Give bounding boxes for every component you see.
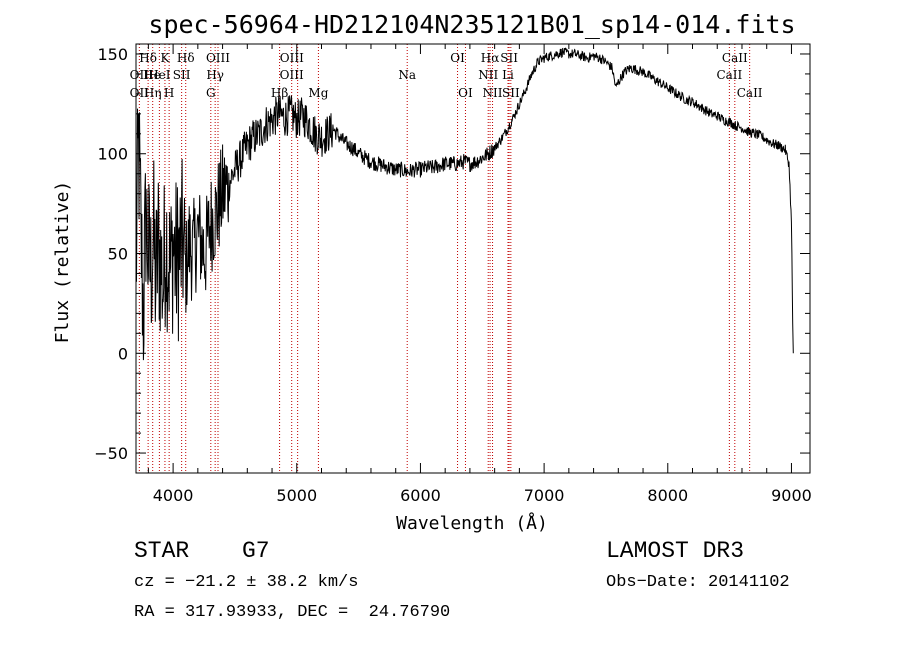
line-label: Hη: [144, 86, 162, 100]
line-label: OI: [458, 86, 473, 100]
y-axis-label: Flux (relative): [52, 181, 73, 344]
line-label: OI: [450, 51, 465, 65]
redshift-cz: cz = −21.2 ± 38.2 km/s: [134, 573, 359, 592]
coordinates: RA = 317.93933, DEC = 24.76790: [134, 603, 451, 622]
line-label: Hα: [481, 51, 500, 65]
line-label: OIII: [280, 51, 304, 65]
line-label: SII: [173, 68, 191, 82]
line-label: CaII: [716, 68, 742, 82]
line-label: OIII: [206, 51, 230, 65]
x-tick-label: 5000: [276, 486, 317, 505]
line-label: Hδ: [177, 51, 195, 65]
line-label: OIII: [280, 68, 304, 82]
x-axis-label: Wavelength (Å): [396, 512, 548, 534]
line-label: Mg: [308, 86, 328, 100]
line-label: Hβ: [271, 86, 288, 100]
line-label: G: [206, 86, 216, 100]
line-label: NII: [483, 86, 503, 100]
line-label: Na: [398, 68, 416, 82]
chart-title: spec-56964-HD212104N235121B01_sp14-014.f…: [148, 10, 795, 39]
spectral-subclass: G7: [242, 538, 270, 564]
line-label: NII: [478, 68, 498, 82]
line-label: OII: [130, 68, 150, 82]
object-class: STAR: [134, 538, 190, 564]
survey-name: LAMOST DR3: [606, 538, 745, 564]
x-tick-label: 4000: [153, 486, 194, 505]
line-label: HeI: [148, 68, 171, 82]
line-label: CaII: [722, 51, 748, 65]
line-label: CaII: [737, 86, 763, 100]
spectrum-line: [135, 47, 794, 361]
line-label: Li: [502, 68, 514, 82]
line-label: H: [164, 86, 174, 100]
y-tick-label: 100: [97, 145, 128, 164]
x-tick-label: 9000: [771, 486, 812, 505]
y-tick-label: 0: [118, 344, 128, 363]
line-label: OII: [130, 86, 150, 100]
x-tick-label: 7000: [524, 486, 565, 505]
axis-ticks: 4000 5000 6000 7000 8000 9000 −50 0 50 100 150: [94, 44, 812, 505]
line-label: Hδ: [139, 51, 157, 65]
line-label: Hγ: [206, 68, 224, 82]
x-tick-label: 8000: [647, 486, 688, 505]
y-tick-label: 150: [97, 45, 128, 64]
line-label: SII: [500, 51, 518, 65]
emission-line-markers: [138, 44, 751, 473]
x-tick-label: 6000: [400, 486, 441, 505]
plot-frame: [135, 43, 811, 474]
line-label: He: [143, 68, 161, 82]
y-tick-label: 50: [108, 245, 128, 264]
observation-date: Obs−Date: 20141102: [606, 573, 790, 592]
line-label: SII: [502, 86, 520, 100]
line-label: K: [160, 51, 170, 65]
y-tick-label: −50: [94, 444, 128, 463]
